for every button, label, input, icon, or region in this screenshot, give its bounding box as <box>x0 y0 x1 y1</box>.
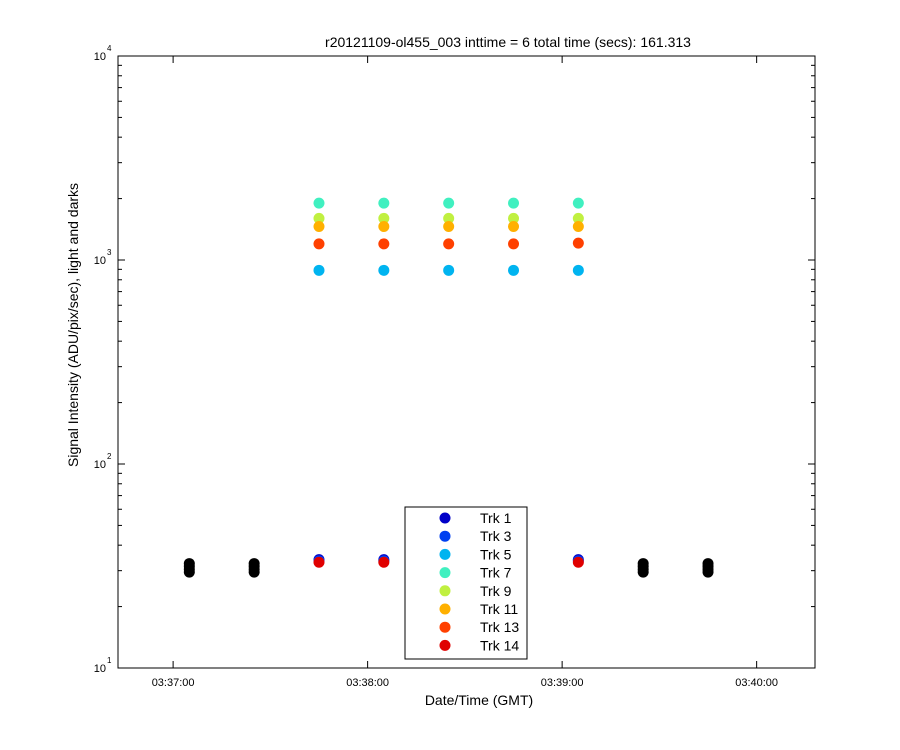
point-trk-7 <box>508 197 520 209</box>
point-trk-9 <box>508 212 520 224</box>
legend-marker-trk-7 <box>439 567 451 579</box>
data-points <box>183 197 714 578</box>
legend-marker-trk-13 <box>439 621 451 633</box>
point-trk-9 <box>443 212 455 224</box>
point-trk-7 <box>443 197 455 209</box>
legend-label-trk-11: Trk 11 <box>480 601 518 617</box>
dark-point <box>183 558 195 570</box>
y-tick-label-base: 10 <box>94 459 106 471</box>
legend-box <box>404 506 528 660</box>
y-tick-label-exponent: 2 <box>107 452 112 461</box>
legend-marker-trk-9 <box>439 585 451 597</box>
point-trk-5 <box>572 264 584 276</box>
dark-point <box>637 558 649 570</box>
point-trk-9 <box>378 212 390 224</box>
x-tick-label: 03:38:00 <box>346 677 389 689</box>
point-trk-13 <box>572 237 584 249</box>
y-tick-label-base: 10 <box>94 51 106 63</box>
y-tick-label-exponent: 1 <box>107 656 112 665</box>
point-trk-5 <box>443 264 455 276</box>
point-trk-14 <box>378 556 390 568</box>
point-trk-13 <box>378 238 390 250</box>
y-tick-label-base: 10 <box>94 663 106 675</box>
point-trk-13 <box>313 238 325 250</box>
point-trk-11 <box>443 220 455 232</box>
x-ticks: 03:37:00 03:38:00 03:39:00 03:40:00 <box>152 56 778 689</box>
dark-point <box>248 558 260 570</box>
point-trk-5 <box>378 264 390 276</box>
y-axis-label: Signal Intensity (ADU/pix/sec), light an… <box>65 183 81 467</box>
dark-point <box>702 558 714 570</box>
chart-title: r20121109-ol455_003 inttime = 6 total ti… <box>325 34 691 50</box>
point-trk-5 <box>313 264 325 276</box>
point-trk-7 <box>572 197 584 209</box>
legend-entries: Trk 1 Trk 3 Trk 5 Trk 7 Trk 9 Trk 11 Trk 13 Trk… <box>439 510 519 653</box>
legend-marker-trk-5 <box>439 548 451 560</box>
point-trk-9 <box>572 212 584 224</box>
legend-label-trk-3: Trk 3 <box>480 528 512 544</box>
legend-label-trk-1: Trk 1 <box>480 510 512 526</box>
legend-marker-trk-14 <box>439 639 451 651</box>
y-tick-label-exponent: 3 <box>107 248 112 257</box>
point-trk-11 <box>572 220 584 232</box>
point-trk-5 <box>508 264 520 276</box>
legend-label-trk-13: Trk 13 <box>480 619 519 635</box>
point-trk-9 <box>313 212 325 224</box>
point-trk-11 <box>508 220 520 232</box>
legend-label-trk-9: Trk 9 <box>480 583 512 599</box>
legend-marker-trk-1 <box>439 512 451 524</box>
y-tick-label-base: 10 <box>94 255 106 267</box>
point-trk-7 <box>313 197 325 209</box>
point-trk-13 <box>443 238 455 250</box>
legend-label-trk-7: Trk 7 <box>480 565 512 581</box>
x-tick-label: 03:37:00 <box>152 677 195 689</box>
x-tick-label: 03:39:00 <box>541 677 584 689</box>
y-tick-label-exponent: 4 <box>107 44 112 53</box>
point-trk-7 <box>378 197 390 209</box>
point-trk-11 <box>378 220 390 232</box>
legend: Trk 1 Trk 3 Trk 5 Trk 7 Trk 9 Trk 11 Trk 13 Trk… <box>404 506 528 660</box>
point-trk-14 <box>572 556 584 568</box>
point-trk-14 <box>313 556 325 568</box>
legend-label-trk-5: Trk 5 <box>480 546 512 562</box>
x-tick-label: 03:40:00 <box>735 677 778 689</box>
x-axis-label: Date/Time (GMT) <box>425 692 533 708</box>
legend-marker-trk-3 <box>439 530 451 542</box>
legend-marker-trk-11 <box>439 603 451 615</box>
y-minor-ticks <box>118 64 815 608</box>
legend-label-trk-14: Trk 14 <box>480 637 519 653</box>
point-trk-13 <box>508 238 520 250</box>
point-trk-11 <box>313 220 325 232</box>
